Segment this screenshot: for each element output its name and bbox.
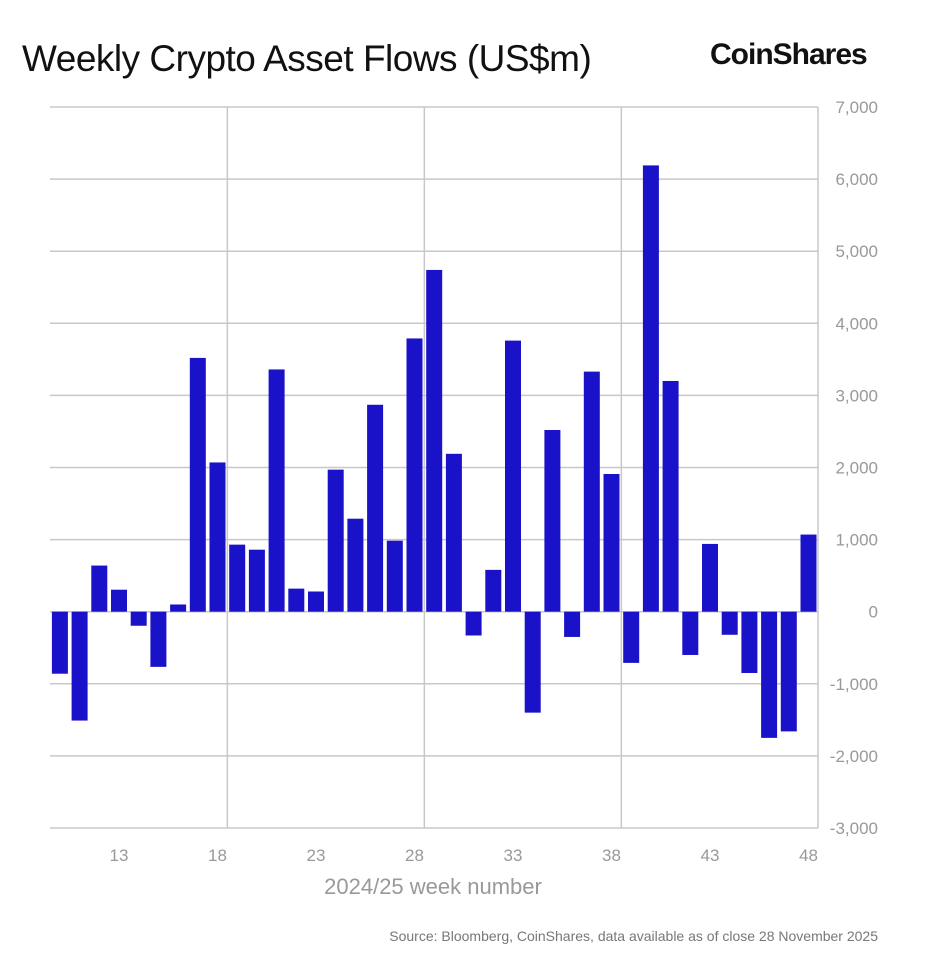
- bar-week-30: [445, 453, 462, 612]
- bar-week-12: [91, 565, 108, 612]
- bar-week-43: [702, 543, 718, 612]
- x-tick-label: 33: [504, 846, 523, 865]
- bar-week-15: [150, 611, 167, 667]
- y-tick-label: 3,000: [835, 386, 878, 405]
- bar-week-22: [288, 588, 305, 612]
- bar-week-11: [71, 611, 88, 721]
- bar-week-47: [780, 611, 797, 732]
- bar-week-27: [386, 540, 403, 612]
- y-tick-label: -2,000: [830, 747, 878, 766]
- bar-week-42: [682, 611, 699, 655]
- bar-week-21: [268, 369, 285, 612]
- bar-week-19: [229, 544, 246, 612]
- bar-week-25: [347, 518, 364, 612]
- bar-week-39: [623, 611, 640, 663]
- bar-week-37: [583, 371, 600, 612]
- bar-week-14: [130, 611, 147, 626]
- bar-week-20: [248, 549, 265, 612]
- y-tick-label: 5,000: [835, 242, 878, 261]
- y-tick-label: 0: [869, 603, 878, 622]
- y-tick-label: 2,000: [835, 459, 878, 478]
- coinshares-logo: CoinShares: [710, 38, 868, 71]
- x-axis-label: 2024/25 week number: [324, 874, 542, 899]
- bar-week-24: [327, 469, 344, 612]
- y-tick-label: 6,000: [835, 170, 878, 189]
- bar-week-41: [662, 380, 679, 612]
- bar-week-32: [485, 569, 502, 612]
- bar-week-28: [406, 338, 423, 612]
- chart-title: Weekly Crypto Asset Flows (US$m): [22, 38, 592, 79]
- bar-week-23: [308, 591, 324, 612]
- x-tick-label: 18: [208, 846, 227, 865]
- y-tick-label: -1,000: [830, 675, 878, 694]
- y-tick-label: 1,000: [835, 531, 878, 550]
- source-note: Source: Bloomberg, CoinShares, data avai…: [389, 928, 878, 944]
- bar-week-26: [367, 404, 384, 612]
- bar-week-40: [642, 165, 659, 612]
- bar-week-38: [603, 473, 620, 612]
- bar-week-16: [170, 604, 187, 612]
- x-tick-label: 28: [405, 846, 424, 865]
- y-tick-label: -3,000: [830, 819, 878, 838]
- bar-week-35: [544, 430, 561, 612]
- bar-week-18: [209, 462, 226, 612]
- y-tick-label: 7,000: [835, 98, 878, 117]
- bar-week-31: [465, 611, 482, 636]
- bar-week-45: [741, 611, 758, 673]
- x-tick-label: 38: [602, 846, 621, 865]
- x-tick-label: 48: [799, 846, 818, 865]
- y-tick-label: 4,000: [835, 314, 878, 333]
- bar-week-34: [524, 611, 541, 713]
- bar-week-10: [51, 611, 68, 674]
- bar-week-17: [189, 357, 206, 612]
- bar-week-46: [761, 611, 778, 738]
- bar-week-29: [426, 269, 443, 612]
- bar-week-36: [564, 611, 581, 637]
- x-tick-label: 43: [701, 846, 720, 865]
- x-tick-label: 13: [110, 846, 129, 865]
- bar-week-48: [800, 534, 817, 612]
- bar-week-13: [111, 589, 127, 612]
- bar-week-44: [721, 611, 738, 635]
- x-tick-label: 23: [307, 846, 326, 865]
- bar-week-33: [505, 340, 521, 612]
